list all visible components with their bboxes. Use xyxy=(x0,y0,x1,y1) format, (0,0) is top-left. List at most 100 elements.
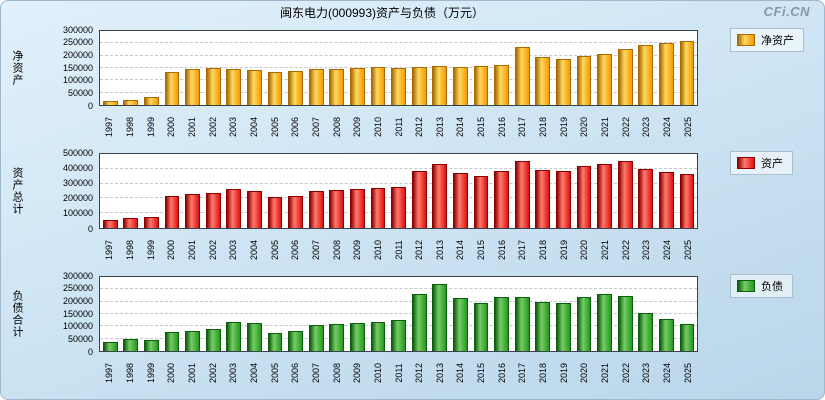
bar xyxy=(226,68,242,105)
x-tick-slot: 2007 xyxy=(306,229,327,269)
bar xyxy=(638,312,654,351)
bar xyxy=(329,69,345,105)
bar xyxy=(535,57,551,105)
bar-slot xyxy=(471,277,492,351)
x-tick-slot: 2022 xyxy=(615,352,636,392)
bar-slot xyxy=(409,277,430,351)
total-assets-chart: 资产总计 0 100000 200000 300000 400000 500000 199… xyxy=(7,148,818,269)
bar xyxy=(123,217,139,228)
x-tick-slot: 1999 xyxy=(140,229,161,269)
x-tick-label: 2003 xyxy=(228,116,239,137)
x-tick-slot: 2014 xyxy=(450,229,471,269)
bar-slot xyxy=(100,154,121,228)
x-tick-slot: 2004 xyxy=(244,352,265,392)
x-tick-label: 2023 xyxy=(641,239,652,260)
bar xyxy=(247,70,262,105)
x-tick-label: 1999 xyxy=(145,362,156,383)
y-axis-title: 负债合计 xyxy=(11,290,23,338)
x-tick-label: 2002 xyxy=(207,239,218,260)
bar xyxy=(185,331,201,351)
gridline xyxy=(100,167,697,169)
bar-slot xyxy=(162,277,183,351)
x-tick-slot: 2025 xyxy=(677,352,698,392)
x-tick-label: 2022 xyxy=(620,362,631,383)
x-tick-label: 2017 xyxy=(517,239,528,260)
x-tick-label: 2022 xyxy=(620,239,631,260)
x-tick-slot: 1999 xyxy=(140,352,161,392)
net-assets-chart: 净资产 0 50000 100000 150000 200000 250000 300000… xyxy=(7,25,818,146)
bar-slot xyxy=(532,277,553,351)
x-tick-label: 2020 xyxy=(579,362,590,383)
bar-slot xyxy=(553,31,574,105)
bar-slot xyxy=(162,31,183,105)
bar xyxy=(535,301,551,351)
x-tick-slot: 2012 xyxy=(409,106,430,146)
bar xyxy=(494,171,509,228)
bar xyxy=(267,72,283,105)
bar xyxy=(535,169,551,228)
bar-slot xyxy=(368,154,389,228)
x-tick-label: 1998 xyxy=(124,239,135,260)
x-tick-label: 2019 xyxy=(558,362,569,383)
bar xyxy=(308,190,324,228)
bar xyxy=(473,303,489,351)
x-tick-slot: 1998 xyxy=(120,229,141,269)
bar xyxy=(679,173,695,228)
bar xyxy=(164,71,180,105)
x-tick-label: 2022 xyxy=(620,116,631,137)
y-tick-label: 100000 xyxy=(62,75,93,86)
bar xyxy=(555,58,571,105)
x-tick-label: 2020 xyxy=(579,239,590,260)
x-tick-slot: 1997 xyxy=(99,229,120,269)
bar xyxy=(144,97,159,105)
bar xyxy=(308,325,324,351)
x-tick-label: 2003 xyxy=(228,362,239,383)
bar-slot xyxy=(327,154,348,228)
y-tick-label: 50000 xyxy=(67,87,93,98)
bar xyxy=(576,296,592,351)
legend: 资产 xyxy=(730,151,793,175)
bar xyxy=(514,296,530,351)
x-tick-label: 2016 xyxy=(496,362,507,383)
x-tick-label: 2000 xyxy=(166,239,177,260)
x-tick-label: 2012 xyxy=(414,239,425,260)
bar xyxy=(391,68,407,105)
x-tick-slot: 2005 xyxy=(264,229,285,269)
bar-slot xyxy=(224,277,245,351)
bar xyxy=(473,66,489,105)
y-tick-label: 200000 xyxy=(62,193,93,204)
x-tick-slot: 2011 xyxy=(388,229,409,269)
y-tick-label: 500000 xyxy=(62,147,93,158)
x-tick-slot: 2021 xyxy=(595,352,616,392)
bar-slot xyxy=(141,154,162,228)
bar-slot xyxy=(553,154,574,228)
bar xyxy=(576,56,592,105)
bar-slot xyxy=(388,31,409,105)
x-tick-label: 2007 xyxy=(310,116,321,137)
bar xyxy=(350,68,365,105)
bar xyxy=(267,197,283,228)
x-tick-slot: 2010 xyxy=(368,352,389,392)
bar xyxy=(597,163,612,228)
y-tick-label: 200000 xyxy=(62,295,93,306)
y-tick-label: 200000 xyxy=(62,49,93,60)
gridline xyxy=(100,300,697,302)
x-tick-slot: 2012 xyxy=(409,352,430,392)
x-tick-slot: 2010 xyxy=(368,229,389,269)
x-tick-label: 2000 xyxy=(166,116,177,137)
x-axis-ticks: 1997 1998 1999 2000 2001 2002 2003 2004 2005 2006… xyxy=(99,352,698,392)
x-tick-slot: 2000 xyxy=(161,106,182,146)
y-tick-label: 150000 xyxy=(62,308,93,319)
x-tick-slot: 2016 xyxy=(491,229,512,269)
bar-slot xyxy=(327,277,348,351)
x-tick-label: 2013 xyxy=(434,116,445,137)
bar-slot xyxy=(430,31,451,105)
x-tick-label: 2006 xyxy=(290,362,301,383)
bar xyxy=(576,166,592,228)
legend-label: 净资产 xyxy=(761,35,794,47)
bar xyxy=(226,188,242,228)
x-tick-label: 2001 xyxy=(186,239,197,260)
bar-slot xyxy=(594,277,615,351)
x-tick-slot: 2023 xyxy=(636,229,657,269)
x-tick-label: 2025 xyxy=(682,362,693,383)
